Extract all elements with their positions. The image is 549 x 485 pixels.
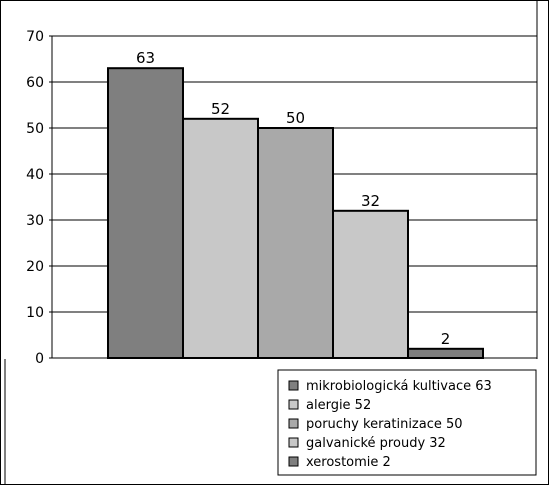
y-tick-label-20: 20 [26, 259, 44, 275]
legend-swatch-1 [288, 399, 299, 410]
data-label-1: 52 [211, 100, 230, 118]
legend-swatch-4 [288, 456, 299, 467]
legend-item-1: alergie 52 [306, 398, 371, 413]
data-label-0: 63 [136, 49, 155, 67]
bars [107, 67, 484, 359]
legend-swatch-2 [288, 418, 299, 429]
legend-swatch-0 [288, 380, 299, 391]
legend-item-4: xerostomie 2 [306, 455, 391, 470]
y-tick-label-60: 60 [26, 75, 44, 91]
legend: mikrobiologická kultivace 63 alergie 52 po… [277, 369, 537, 476]
legend-item-0: mikrobiologická kultivace 63 [306, 379, 492, 394]
data-labels: 63 52 50 32 2 [136, 49, 450, 348]
y-tick-label-50: 50 [26, 121, 44, 137]
legend-item-3: galvanické proudy 32 [306, 436, 446, 451]
y-axis: 0 10 20 30 40 50 60 70 [26, 29, 53, 367]
legend-swatch-3 [288, 437, 299, 448]
bar-0 [107, 67, 184, 359]
data-label-2: 50 [286, 109, 305, 127]
bar-2 [257, 127, 334, 359]
data-label-4: 2 [441, 330, 451, 348]
y-tick-label-30: 30 [26, 213, 44, 229]
bar-1 [182, 117, 259, 359]
y-tick-label-0: 0 [35, 351, 44, 367]
plot-area [4, 0, 538, 485]
data-label-3: 32 [361, 192, 380, 210]
bar-3 [332, 209, 409, 359]
y-tick-label-70: 70 [26, 29, 44, 45]
bar-4 [407, 347, 484, 359]
y-tick-label-40: 40 [26, 167, 44, 183]
legend-box [277, 369, 537, 476]
legend-item-2: poruchy keratinizace 50 [306, 417, 463, 432]
y-tick-label-10: 10 [26, 305, 44, 321]
